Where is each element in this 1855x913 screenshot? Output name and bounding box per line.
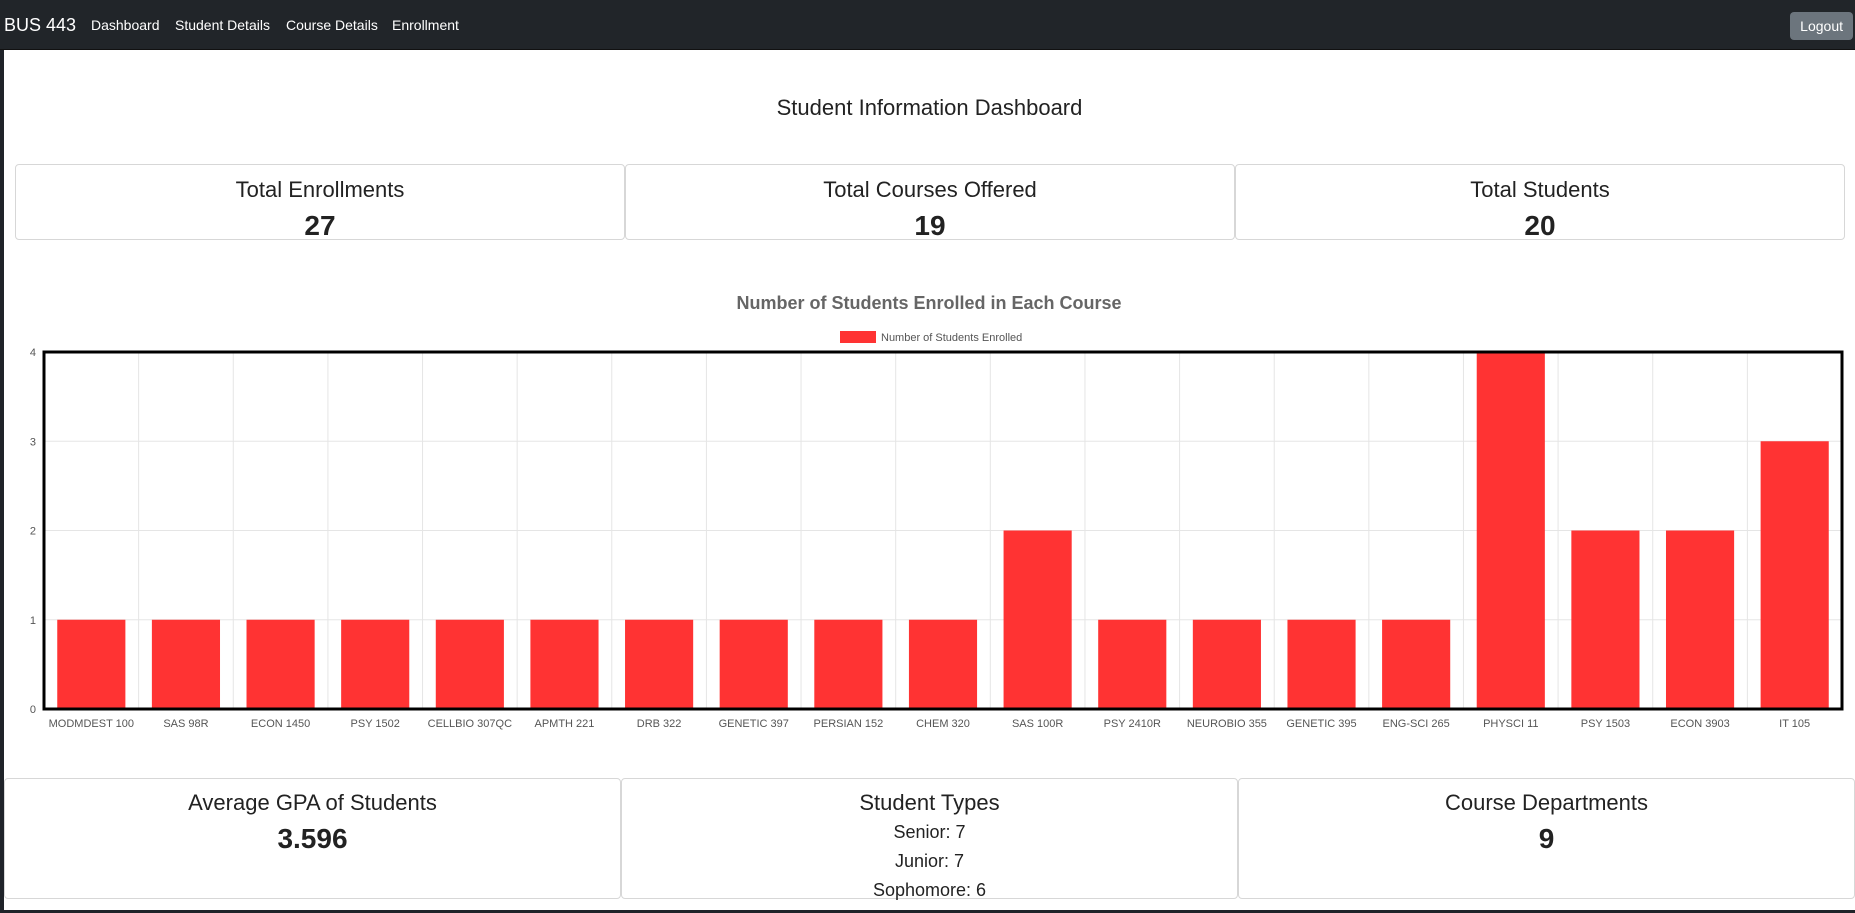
x-tick-label: APMTH 221 bbox=[535, 718, 595, 730]
x-tick-label: PSY 2410R bbox=[1104, 718, 1161, 730]
enrollment-bar-chart: Number of Students Enrolled in Each Cour… bbox=[30, 293, 1844, 730]
logout-button[interactable]: Logout bbox=[1790, 12, 1853, 40]
card-value: 9 bbox=[1538, 823, 1555, 854]
bar bbox=[1192, 619, 1261, 709]
total-students-card: Total Students 20 bbox=[1235, 164, 1845, 241]
bar bbox=[1571, 530, 1640, 709]
x-tick-label: PSY 1502 bbox=[351, 718, 400, 730]
nav-student-details[interactable]: Student Details bbox=[175, 17, 270, 33]
bar bbox=[908, 619, 978, 709]
bar bbox=[814, 619, 883, 709]
card-title: Total Courses Offered bbox=[823, 177, 1037, 202]
student-type-senior: Senior: 7 bbox=[893, 822, 966, 842]
bar bbox=[1760, 441, 1829, 709]
x-tick-label: CELLBIO 307QC bbox=[428, 718, 512, 730]
card-value: 19 bbox=[914, 210, 946, 241]
x-tick-label: NEUROBIO 355 bbox=[1187, 718, 1267, 730]
bar bbox=[246, 619, 315, 709]
nav-course-details[interactable]: Course Details bbox=[286, 17, 378, 33]
card-value: 20 bbox=[1524, 210, 1556, 241]
card-title: Course Departments bbox=[1445, 790, 1648, 815]
bar bbox=[1476, 352, 1545, 709]
nav-enrollment[interactable]: Enrollment bbox=[392, 17, 459, 33]
bar bbox=[435, 619, 504, 709]
card-title: Total Students bbox=[1470, 177, 1610, 202]
bar bbox=[530, 619, 599, 709]
card-value: 27 bbox=[304, 210, 336, 241]
bar bbox=[1382, 619, 1451, 709]
x-tick-label: ECON 3903 bbox=[1670, 718, 1729, 730]
nav-dashboard[interactable]: Dashboard bbox=[91, 17, 160, 33]
total-enrollments-card: Total Enrollments 27 bbox=[15, 164, 625, 241]
x-tick-label: PHYSCI 11 bbox=[1483, 718, 1538, 730]
course-departments-card: Course Departments 9 bbox=[1238, 778, 1855, 899]
bar bbox=[1003, 530, 1072, 709]
x-tick-label: SAS 98R bbox=[163, 718, 208, 730]
bar bbox=[625, 619, 694, 709]
brand-logo[interactable]: BUS 443 bbox=[4, 15, 77, 35]
bar bbox=[151, 619, 221, 709]
x-tick-label: ENG-SCI 265 bbox=[1383, 718, 1450, 730]
enrollment-chart: Number of Students Enrolled in Each Cour… bbox=[22, 233, 1855, 733]
legend-label: Number of Students Enrolled bbox=[881, 332, 1022, 344]
average-gpa-card: Average GPA of Students 3.596 bbox=[4, 778, 621, 899]
y-tick-label: 2 bbox=[30, 526, 36, 538]
bar bbox=[341, 619, 410, 709]
navbar: BUS 443 Dashboard Student Details Course… bbox=[0, 0, 1855, 50]
x-tick-label: GENETIC 397 bbox=[719, 718, 789, 730]
student-type-sophomore: Sophomore: 6 bbox=[872, 880, 987, 900]
plot-border bbox=[42, 350, 1844, 711]
y-tick-label: 4 bbox=[30, 347, 36, 359]
x-tick-label: IT 105 bbox=[1779, 718, 1810, 730]
legend-swatch bbox=[840, 331, 876, 343]
card-title: Total Enrollments bbox=[235, 177, 405, 202]
card-title: Average GPA of Students bbox=[188, 790, 437, 815]
bar bbox=[719, 619, 788, 709]
page-title: Student Information Dashboard bbox=[776, 95, 1083, 120]
x-tick-label: SAS 100R bbox=[1012, 718, 1063, 730]
x-tick-label: DRB 322 bbox=[637, 718, 682, 730]
student-type-junior: Junior: 7 bbox=[894, 851, 965, 871]
x-tick-label: PERSIAN 152 bbox=[814, 718, 884, 730]
x-tick-label: CHEM 320 bbox=[916, 718, 970, 730]
x-tick-label: GENETIC 395 bbox=[1286, 718, 1356, 730]
bar bbox=[1665, 530, 1735, 709]
card-value: 3.596 bbox=[277, 823, 348, 854]
bar bbox=[57, 619, 126, 709]
x-tick-label: ECON 1450 bbox=[251, 718, 310, 730]
card-title: Student Types bbox=[859, 790, 1000, 815]
main-content: Student Information Dashboard Total Enro… bbox=[4, 50, 1855, 910]
bar bbox=[1287, 619, 1356, 709]
bar bbox=[1098, 619, 1167, 709]
x-tick-label: MODMDEST 100 bbox=[49, 718, 134, 730]
x-tick-label: PSY 1503 bbox=[1581, 718, 1630, 730]
y-tick-label: 1 bbox=[30, 615, 36, 627]
total-courses-card: Total Courses Offered 19 bbox=[625, 164, 1235, 241]
y-tick-label: 0 bbox=[30, 704, 36, 716]
student-types-card: Student Types Senior: 7 Junior: 7 Sophom… bbox=[621, 778, 1238, 900]
chart-title: Number of Students Enrolled in Each Cour… bbox=[736, 293, 1121, 313]
y-tick-label: 3 bbox=[30, 436, 36, 448]
